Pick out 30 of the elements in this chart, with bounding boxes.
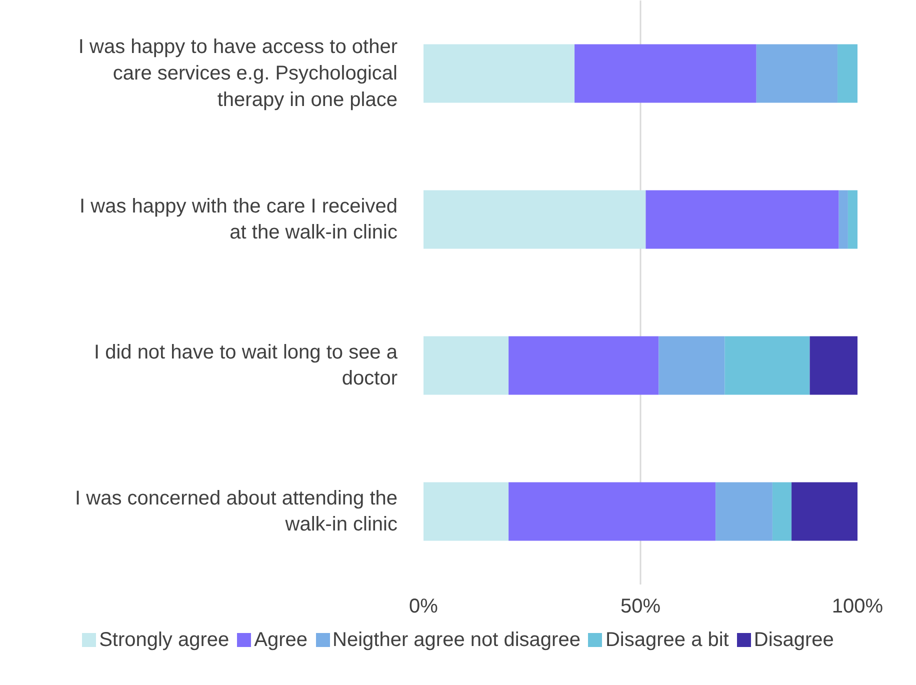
- bar: [646, 190, 839, 249]
- bar: [810, 336, 858, 395]
- bar: [838, 44, 858, 103]
- bar: [772, 482, 792, 541]
- legend-label: Agree: [253, 629, 308, 651]
- bar: [724, 336, 810, 395]
- x-tick-label: 50%: [620, 596, 661, 618]
- bar: [508, 482, 716, 541]
- y-tick-label: I was happy to have access to other care services e.g. Psychological therapy in one place: [78, 36, 398, 111]
- bar: [838, 190, 848, 249]
- legend-label: Neigther agree not disagree: [332, 629, 580, 651]
- bar: [848, 190, 858, 249]
- bar: [424, 44, 575, 103]
- bar: [424, 190, 646, 249]
- bar: [574, 44, 756, 103]
- bar: [424, 482, 509, 541]
- x-tick-label: 0%: [409, 596, 438, 618]
- legend-label: Strongly agree: [98, 629, 230, 651]
- legend-label: Disagree: [752, 629, 834, 651]
- bar: [658, 336, 725, 395]
- y-tick-label: I did not have to wait long to see a doctor: [94, 341, 398, 390]
- bar: [424, 336, 509, 395]
- bar: [508, 336, 659, 395]
- y-tick-label: I was concerned about attending the walk-in clinic: [75, 487, 398, 536]
- x-tick-label: 100%: [832, 596, 884, 618]
- bar: [756, 44, 838, 103]
- y-tick-label: I was happy with the care I received at the walk-in clinic: [80, 195, 398, 244]
- legend-label: Disagree a bit: [604, 629, 729, 651]
- bar: [716, 482, 772, 541]
- bar: [792, 482, 858, 541]
